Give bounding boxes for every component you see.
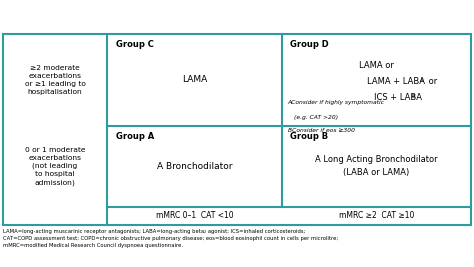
Bar [3, 34, 471, 225]
Text: LAMA + LABA: LAMA + LABA [367, 77, 425, 86]
Text: mMRC 0–1  CAT <10: mMRC 0–1 CAT <10 [155, 211, 233, 220]
Text: (e.g. CAT >20): (e.g. CAT >20) [294, 115, 338, 120]
Text: B: B [412, 94, 416, 99]
Text: LAMA or: LAMA or [359, 61, 394, 70]
Text: A Long Acting Bronchodilator
(LABA or LAMA): A Long Acting Bronchodilator (LABA or LA… [315, 155, 438, 176]
Text: A: A [420, 78, 424, 83]
Text: Group C: Group C [116, 40, 154, 49]
Text: ICS + LABA: ICS + LABA [374, 93, 422, 102]
Text: LAMA=long-acting muscarinic receptor antagonists; LABA=long-acting beta₂ agonist: LAMA=long-acting muscarinic receptor ant… [3, 229, 338, 248]
Text: or: or [426, 77, 438, 86]
Text: LAMA: LAMA [182, 75, 207, 84]
Text: Group A: Group A [116, 132, 154, 141]
Text: BConsider if eos ≥300: BConsider if eos ≥300 [288, 128, 355, 133]
Text: A Bronchodilator: A Bronchodilator [157, 162, 232, 171]
Text: 0 or 1 moderate
exacerbations
(not leading
to hospital
admission): 0 or 1 moderate exacerbations (not leadi… [25, 147, 85, 186]
Text: mMRC ≥2  CAT ≥10: mMRC ≥2 CAT ≥10 [339, 211, 414, 220]
Text: ≥2 moderate
exacerbations
or ≥1 leading to
hospitalisation: ≥2 moderate exacerbations or ≥1 leading … [25, 65, 85, 95]
Text: Group B: Group B [291, 132, 328, 141]
Text: Group D: Group D [291, 40, 329, 49]
Text: AConsider if highly symptomatic: AConsider if highly symptomatic [288, 100, 384, 105]
